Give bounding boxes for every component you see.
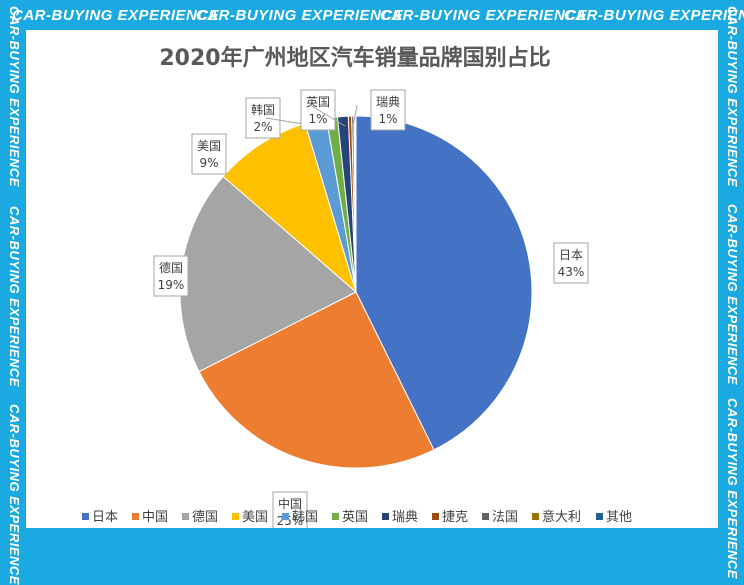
data-label-category: 瑞典: [376, 95, 400, 109]
legend-label: 中国: [142, 510, 168, 525]
data-label-category: 美国: [197, 139, 221, 153]
legend-item-9: 意大利: [532, 509, 581, 525]
legend-label: 德国: [192, 510, 218, 525]
legend-item-10: 其他: [596, 510, 632, 525]
legend-item-3: 美国: [232, 510, 268, 525]
data-label-value: 1%: [378, 112, 397, 126]
data-label-value: 19%: [158, 278, 185, 292]
watermark-right-3: CAR-BUYING EXPERIENCE: [725, 398, 740, 579]
legend-swatch: [282, 513, 289, 520]
legend-swatch: [82, 513, 89, 520]
legend-item-5: 英国: [332, 510, 368, 525]
data-label-category: 英国: [306, 95, 330, 109]
watermark-right-1: CAR-BUYING EXPERIENCE: [725, 6, 740, 187]
legend-label: 日本: [92, 510, 118, 525]
legend-swatch: [532, 513, 539, 520]
data-label-6: 瑞典 1%: [370, 89, 406, 131]
legend-swatch: [482, 513, 489, 520]
legend-item-4: 韩国: [282, 510, 318, 525]
legend-item-1: 中国: [132, 510, 168, 525]
legend-label: 其他: [606, 510, 632, 525]
watermark-top-4: CAR-BUYING EXPERIENCE: [564, 7, 744, 24]
legend-label: 韩国: [292, 510, 318, 525]
chart-title: 2020年广州地区汽车销量品牌国别占比: [159, 45, 550, 71]
data-label-value: 9%: [199, 156, 218, 170]
watermark-left-3: CAR-BUYING EXPERIENCE: [7, 404, 22, 585]
legend-label: 意大利: [542, 509, 581, 525]
legend-swatch: [332, 513, 339, 520]
legend-item-7: 捷克: [432, 510, 468, 525]
legend-swatch: [432, 513, 439, 520]
data-label-category: 德国: [159, 260, 183, 275]
data-label-category: 韩国: [251, 102, 275, 117]
legend-swatch: [596, 513, 603, 520]
watermark-top-1: CAR-BUYING EXPERIENCE: [12, 7, 220, 24]
chart-panel: 2020年广州地区汽车销量品牌国别占比 日本 43% 中国 25% 德国 19% 美国 9% 韩…: [26, 30, 718, 528]
watermark-left-2: CAR-BUYING EXPERIENCE: [7, 206, 22, 387]
data-label-value: 2%: [253, 120, 272, 134]
data-label-value: 43%: [558, 265, 585, 279]
legend-item-8: 法国: [482, 510, 518, 525]
leader-line-6: [352, 104, 358, 127]
legend-item-0: 日本: [82, 510, 118, 525]
data-label-2: 德国 19%: [153, 255, 189, 297]
legend-label: 捷克: [442, 510, 468, 525]
watermark-right-2: CAR-BUYING EXPERIENCE: [725, 204, 740, 385]
data-label-4: 韩国 2%: [245, 97, 281, 139]
legend-swatch: [382, 513, 389, 520]
legend-label: 美国: [242, 510, 268, 525]
leader-line-5: [309, 104, 346, 127]
legend-label: 英国: [342, 510, 368, 525]
data-label-value: 1%: [308, 112, 327, 126]
data-label-category: 中国: [278, 496, 302, 511]
legend-swatch: [182, 513, 189, 520]
data-label-category: 日本: [559, 248, 583, 262]
pie-slice-0: [355, 115, 533, 451]
watermark-left-1: CAR-BUYING EXPERIENCE: [7, 6, 22, 187]
legend-swatch: [232, 513, 239, 520]
legend-item-6: 瑞典: [382, 510, 418, 525]
pie-slice-1: [198, 291, 435, 469]
legend-label: 瑞典: [392, 510, 418, 525]
data-label-0: 日本 43%: [553, 242, 589, 284]
watermark-top-3: CAR-BUYING EXPERIENCE: [380, 7, 588, 24]
legend-label: 法国: [492, 510, 518, 525]
legend-item-2: 德国: [182, 510, 218, 525]
legend-swatch: [132, 513, 139, 520]
data-label-3: 美国 9%: [191, 133, 227, 175]
watermark-top-2: CAR-BUYING EXPERIENCE: [196, 7, 404, 24]
